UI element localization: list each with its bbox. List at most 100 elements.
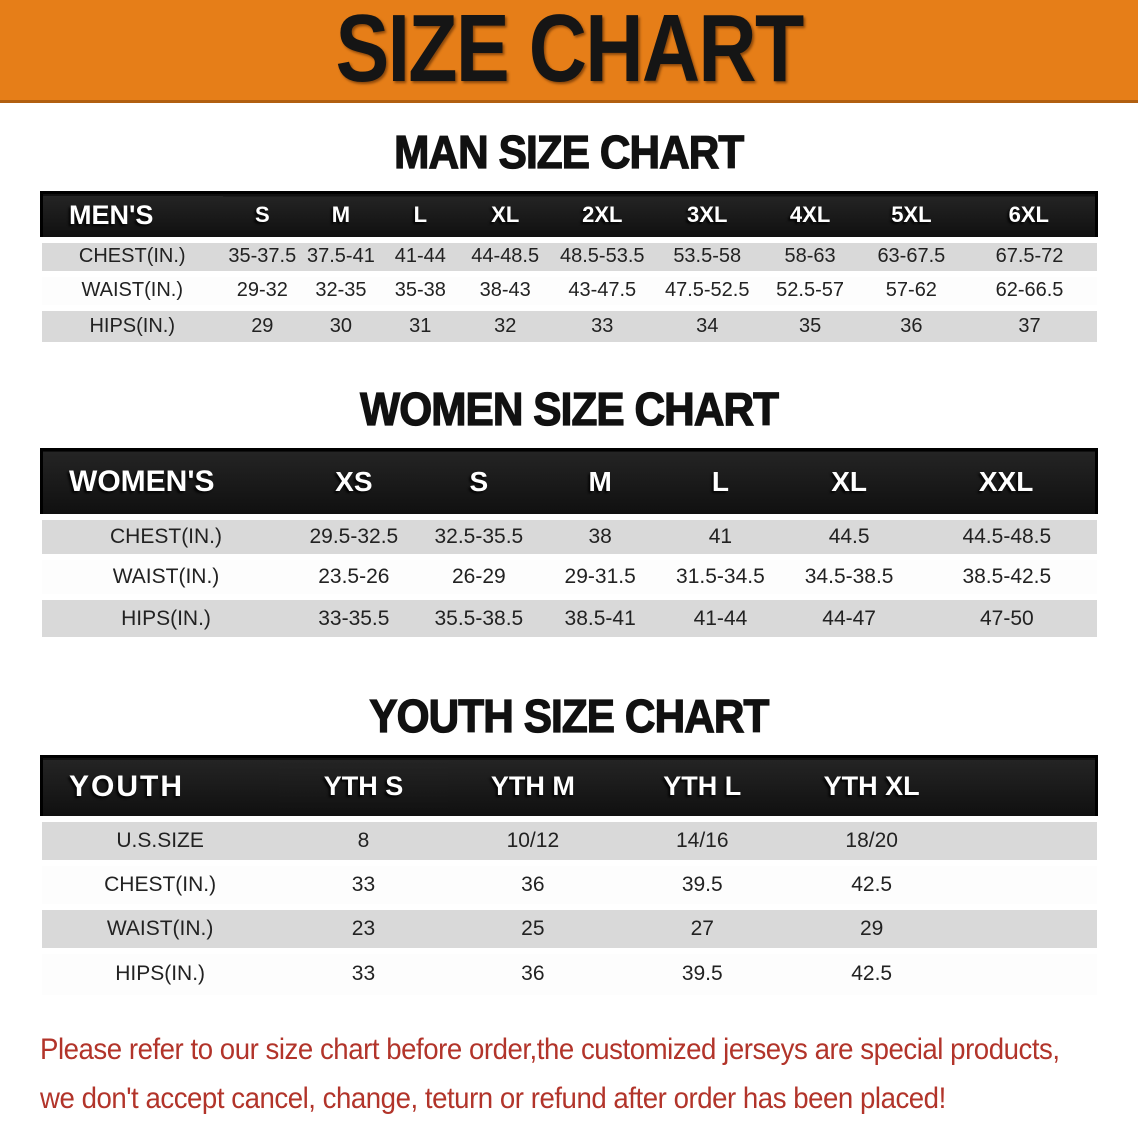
men-section-heading: MAN SIZE CHART (394, 126, 745, 178)
size-value: 30 (329, 314, 353, 337)
size-column-header: 3XL (687, 202, 728, 228)
size-value: 38.5-41 (564, 606, 636, 630)
size-value: 52.5-57 (776, 279, 845, 301)
size-value: 57-62 (885, 279, 937, 301)
header-row: YOUTH YTH S YTH M YTH L YTH XL (41, 756, 1097, 819)
table-title: YOUTH (69, 769, 184, 803)
banner-title: SIZE CHART (335, 0, 804, 102)
size-value: 33 (351, 872, 376, 896)
size-column-header: 6XL (1008, 202, 1049, 228)
measurement-row: HIPS(IN.) 33 36 39.5 42.5 (41, 950, 1097, 995)
size-value: 10/12 (506, 828, 560, 852)
size-column-header: YTH M (490, 771, 575, 802)
size-value: 27 (690, 916, 714, 940)
size-value: 44-48.5 (471, 245, 540, 267)
size-value: 58-63 (784, 245, 836, 267)
spacer-cell (956, 863, 1096, 907)
size-column-header: XL (491, 202, 520, 228)
size-column-header: 4XL (789, 202, 831, 228)
size-value: 33 (591, 314, 614, 337)
size-value: 44-47 (822, 606, 876, 630)
size-column-header: S (469, 466, 489, 498)
size-value: 14/16 (675, 828, 729, 852)
size-value: 41 (708, 525, 733, 548)
size-value: 36 (521, 962, 545, 985)
size-value: 37 (1018, 314, 1041, 337)
size-value: 29 (251, 314, 274, 337)
size-column-header: YTH S (323, 771, 404, 802)
size-value: 41-44 (693, 606, 748, 630)
size-column-header: L (711, 466, 729, 498)
size-value: 62-66.5 (995, 279, 1064, 301)
youth-section-heading: YOUTH SIZE CHART (369, 690, 770, 742)
row-label: HIPS(IN.) (89, 314, 176, 337)
size-column-header: M (588, 466, 612, 498)
size-value: 47-50 (979, 606, 1034, 630)
size-value: 41-44 (394, 245, 446, 267)
youth-size-section: YOUTH SIZE CHART YOUTH YTH S YTH M YTH L YTH… (0, 690, 1138, 995)
disclaimer-line: we don't accept cancel, change, teturn o… (40, 1081, 946, 1115)
size-value: 32 (494, 314, 517, 337)
measurement-row: WAIST(IN.) 29-32 32-35 35-38 38-43 43-47.5 47.… (41, 273, 1097, 308)
row-label: HIPS(IN.) (121, 606, 211, 630)
size-value: 53.5-58 (673, 245, 742, 267)
row-label: CHEST(IN.) (110, 525, 223, 548)
size-value: 42.5 (851, 962, 893, 985)
size-value: 25 (521, 916, 545, 940)
banner: SIZE CHART (0, 0, 1138, 103)
size-column-header: XL (831, 466, 868, 498)
size-value: 8 (357, 828, 370, 852)
row-label: WAIST(IN.) (106, 916, 214, 940)
size-value: 67.5-72 (995, 245, 1064, 267)
size-column-header: 2XL (582, 202, 623, 228)
size-value: 38 (588, 525, 612, 548)
size-column-header: 5XL (891, 202, 932, 228)
size-value: 34.5-38.5 (804, 565, 894, 588)
size-value: 32.5-35.5 (434, 525, 524, 548)
size-value: 33-35.5 (318, 606, 390, 630)
measurement-row: CHEST(IN.) 35-37.5 37.5-41 41-44 44-48.5 48.5… (41, 239, 1097, 274)
row-label: HIPS(IN.) (115, 962, 206, 985)
size-value: 36 (900, 314, 923, 337)
size-value: 36 (521, 872, 545, 896)
size-value: 35.5-38.5 (434, 606, 524, 630)
measurement-row: WAIST(IN.) 23 25 27 29 (41, 906, 1097, 951)
measurement-row: HIPS(IN.) 29 30 31 32 33 34 35 36 37 (41, 307, 1097, 342)
size-value: 23 (351, 916, 376, 940)
size-column-header: L (413, 202, 428, 228)
size-column-header: XXL (978, 466, 1034, 498)
size-column-header: YTH L (663, 771, 742, 802)
row-label: U.S.SIZE (116, 828, 204, 852)
size-value: 38-43 (479, 279, 531, 301)
spacer-cell (956, 907, 1096, 951)
men-size-section: MAN SIZE CHART MEN'S S M L XL 2XL 3XL 4XL 5XL 6XL… (0, 126, 1138, 342)
size-value: 43-47.5 (568, 279, 637, 301)
size-value: 39.5 (681, 872, 723, 896)
measurement-row: CHEST(IN.) 33 36 39.5 42.5 (41, 862, 1097, 907)
size-value: 29-31.5 (564, 565, 636, 588)
header-row: WOMEN'S XS S M L XL XXL (41, 449, 1097, 517)
table-title: MEN'S (69, 199, 154, 230)
size-value: 35-38 (394, 279, 446, 301)
size-value: 18/20 (845, 828, 898, 852)
size-value: 38.5-42.5 (962, 565, 1052, 588)
measurement-row: WAIST(IN.) 23.5-26 26-29 29-31.5 31.5-34.5 34… (41, 557, 1097, 597)
size-value: 44.5-48.5 (962, 525, 1052, 548)
women-size-section: WOMEN SIZE CHART WOMEN'S XS S M L XL XXL CHEST(… (0, 382, 1138, 637)
men-size-table: MEN'S S M L XL 2XL 3XL 4XL 5XL 6XL CHEST(IN.) 35-37… (40, 191, 1098, 342)
youth-size-table: YOUTH YTH S YTH M YTH L YTH XL U.S.SIZE 8 10/12… (40, 755, 1098, 995)
row-label: CHEST(IN.) (78, 245, 186, 267)
size-value: 31.5-34.5 (676, 565, 765, 588)
size-column-header: S (254, 202, 270, 228)
women-size-table: WOMEN'S XS S M L XL XXL CHEST(IN.) 29.5-32.5 32.5… (40, 448, 1098, 637)
size-value: 44.5 (828, 525, 870, 548)
spacer-cell (956, 757, 1096, 819)
women-section-heading: WOMEN SIZE CHART (359, 382, 779, 435)
size-value: 29.5-32.5 (309, 525, 399, 548)
size-value: 29 (859, 916, 884, 940)
row-label: WAIST(IN.) (81, 279, 183, 301)
size-value: 63-67.5 (877, 245, 946, 267)
size-value: 42.5 (851, 872, 893, 896)
size-column-header: M (331, 202, 351, 228)
